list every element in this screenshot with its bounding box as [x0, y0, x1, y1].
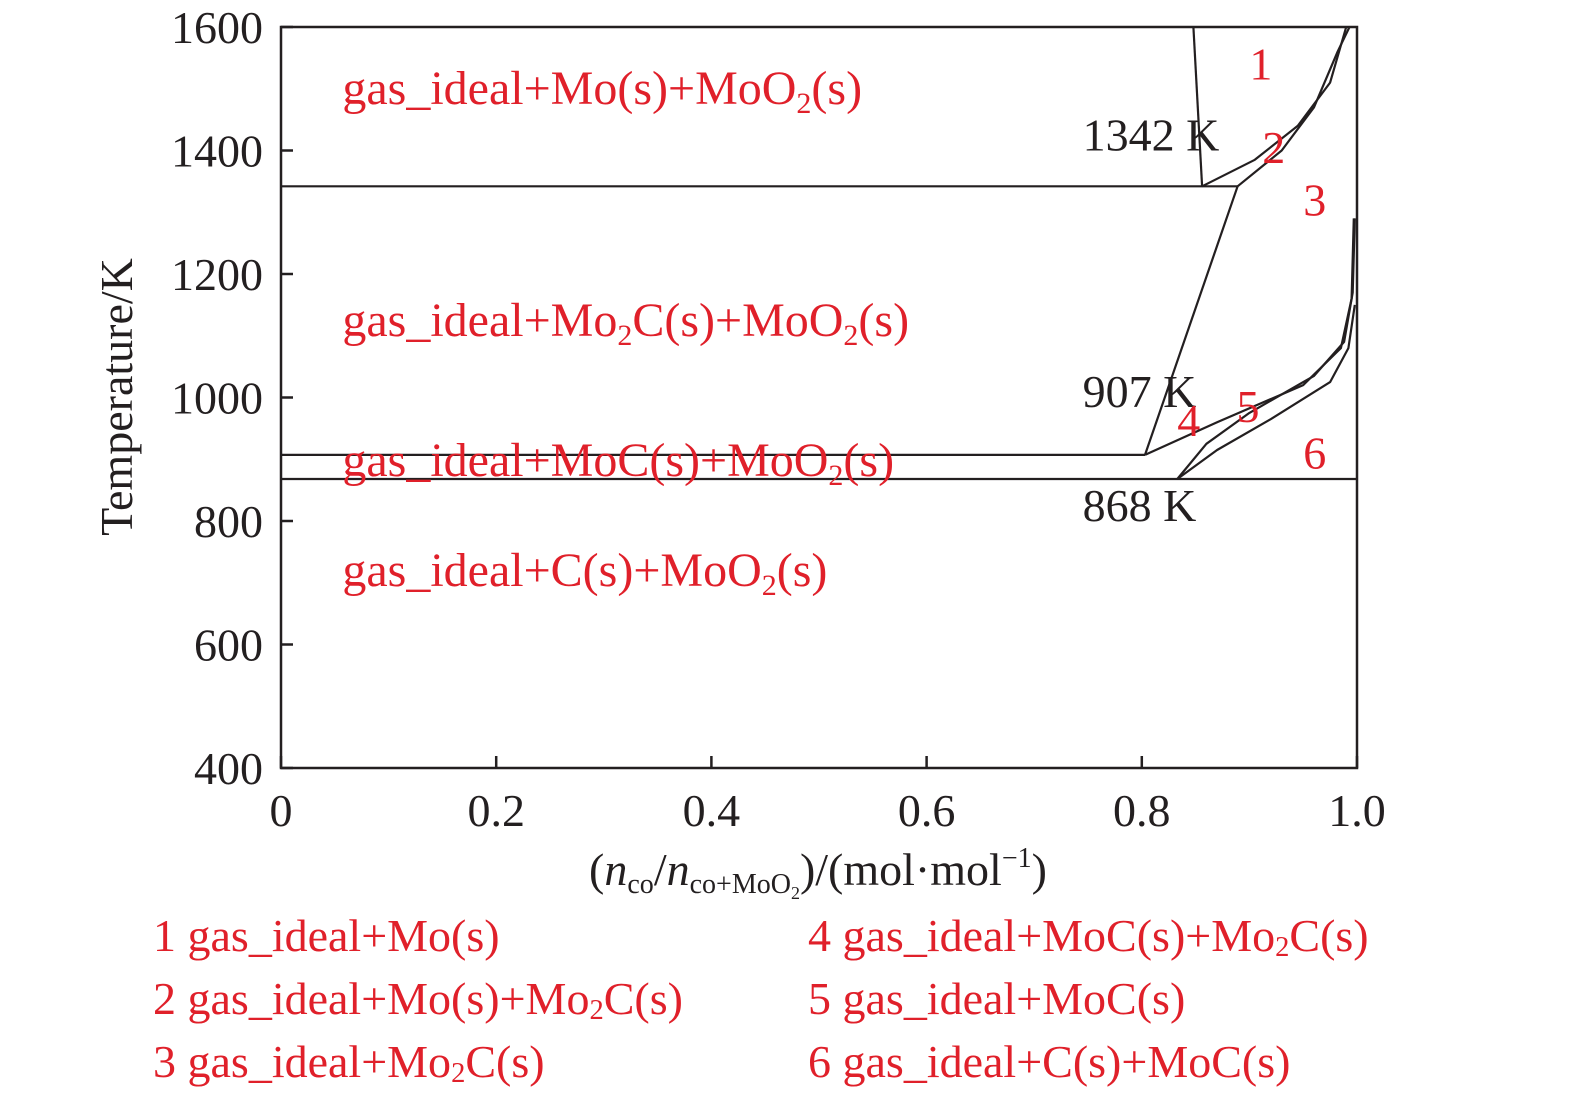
region-number-label: 6 — [1303, 428, 1326, 479]
temperature-label: 868 K — [1083, 480, 1197, 531]
legend-item: 2 gas_ideal+Mo(s)+Mo2C(s) — [153, 973, 683, 1027]
x-label-n2: n — [667, 844, 690, 895]
region-labels: gas_ideal+Mo(s)+MoO2(s) gas_ideal+Mo2C(s)… — [342, 62, 909, 602]
region-number-label: 3 — [1303, 174, 1326, 225]
phase-boundary-moc-upper-b — [1176, 218, 1356, 480]
region-number-label: 2 — [1262, 122, 1285, 173]
x-tick-label: 0.4 — [683, 785, 741, 836]
region-label: gas_ideal+Mo2C(s)+MoO2(s) — [342, 294, 909, 352]
x-label-paren-close: ) — [800, 844, 815, 895]
region-number-labels: 1 23 4 56 — [1177, 38, 1326, 478]
x-tick-label: 0 — [270, 785, 293, 836]
phase-boundary-moc-lower — [1176, 304, 1356, 480]
x-tick-label: 0.2 — [467, 785, 525, 836]
y-axis-label: Temperature/K — [91, 258, 142, 536]
x-label-n1: n — [604, 844, 627, 895]
legend-item: 4 gas_ideal+MoC(s)+Mo2C(s) — [808, 910, 1369, 964]
x-label-sub1: co — [627, 869, 653, 900]
legend-item: 6 gas_ideal+C(s)+MoC(s) — [808, 1036, 1291, 1087]
phase-boundary-mo2c-upper-a — [1201, 26, 1348, 188]
y-tick-label: 1200 — [171, 249, 263, 300]
region-label: gas_ideal+C(s)+MoO2(s) — [342, 544, 827, 602]
x-label-paren-open: ( — [589, 844, 604, 895]
temperature-labels: 1342 K 907 K 868 K — [1083, 110, 1220, 532]
x-label-units: /(mol·mol — [815, 844, 1002, 895]
y-tick-label: 1400 — [171, 126, 263, 177]
phase-diagram-chart: 400 600 800 1000 1200 1400 1600 0 0.2 0.4 0.6 0.8 1… — [91, 2, 1386, 903]
x-label-tail: ) — [1032, 844, 1047, 895]
temperature-label: 1342 K — [1083, 110, 1220, 161]
x-tick-label: 0.6 — [898, 785, 956, 836]
x-axis-ticks: 0 0.2 0.4 0.6 0.8 1.0 — [270, 756, 1386, 836]
region-label: gas_ideal+Mo(s)+MoO2(s) — [342, 62, 862, 120]
x-label-sub2-sub: 2 — [791, 883, 800, 903]
region-number-label: 4 — [1177, 395, 1200, 446]
phase-boundary-mo-boundary — [1192, 26, 1204, 187]
phase-boundary-mo2c-upper-b — [1236, 26, 1351, 188]
y-tick-label: 600 — [194, 620, 263, 671]
y-tick-label: 1600 — [171, 2, 263, 53]
y-tick-label: 800 — [194, 496, 263, 547]
legend-item: 5 gas_ideal+MoC(s) — [808, 973, 1186, 1024]
legend-item: 1 gas_ideal+Mo(s) — [153, 910, 500, 961]
y-tick-label: 1000 — [171, 373, 263, 424]
phase-boundaries — [281, 26, 1357, 481]
x-tick-label: 0.8 — [1113, 785, 1171, 836]
region-label: gas_ideal+MoC(s)+MoO2(s) — [342, 434, 894, 492]
region-number-label: 5 — [1236, 381, 1259, 432]
x-label-slash: / — [654, 844, 667, 895]
phase-boundary-mo2c-boundary — [1143, 185, 1239, 456]
x-label-sup: −1 — [1002, 843, 1032, 874]
x-tick-label: 1.0 — [1328, 785, 1386, 836]
y-tick-label: 400 — [194, 743, 263, 794]
temperature-label: 907 K — [1083, 366, 1197, 417]
y-axis-ticks: 400 600 800 1000 1200 1400 1600 — [171, 2, 293, 794]
region-number-label: 1 — [1249, 38, 1272, 89]
x-axis-label: (nco/nco+MoO2)/(mol·mol−1) — [589, 843, 1047, 903]
legend-item: 3 gas_ideal+Mo2C(s) — [153, 1036, 545, 1090]
x-label-sub2: co+MoO — [690, 869, 791, 900]
